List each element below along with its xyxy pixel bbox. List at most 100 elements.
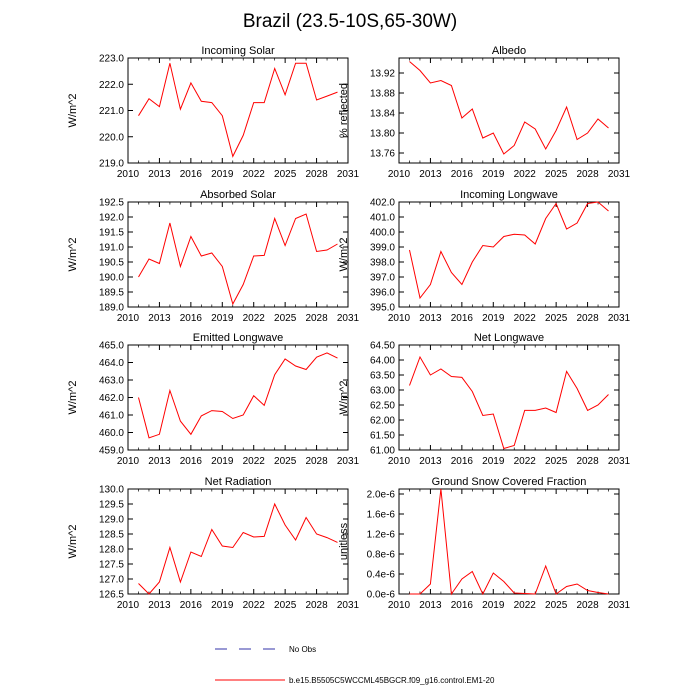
data-point — [566, 586, 567, 587]
x-tick-label: 2016 — [180, 313, 203, 324]
plot-frame — [127, 488, 349, 595]
x-tick-label: 2016 — [180, 456, 203, 467]
legend: No Obs b.e15.B5505C5WCCML45BGCR.f09_g16.… — [215, 645, 495, 685]
x-tick-label: 2022 — [514, 313, 537, 324]
y-tick-label: 62.50 — [370, 401, 395, 412]
y-tick-label: 459.0 — [99, 446, 124, 457]
data-point — [326, 352, 327, 353]
data-point — [430, 284, 431, 285]
data-point — [451, 593, 452, 594]
data-point — [316, 251, 317, 252]
data-point — [409, 249, 410, 250]
x-tick-label: 2013 — [419, 169, 442, 180]
data-point — [535, 410, 536, 411]
data-point — [159, 263, 160, 264]
y-tick-label: 64.00 — [370, 356, 395, 367]
data-point — [180, 266, 181, 267]
y-tick-label: 189.5 — [99, 288, 124, 299]
data-point — [285, 358, 286, 359]
series-line — [409, 488, 609, 596]
y-tick-label: 192.0 — [99, 213, 124, 224]
y-tick-label: 190.0 — [99, 273, 124, 284]
data-point — [211, 410, 212, 411]
data-point — [451, 376, 452, 377]
data-point — [148, 437, 149, 438]
y-tick-label: 465.0 — [99, 341, 124, 352]
data-point — [576, 222, 577, 223]
data-point — [514, 234, 515, 235]
y-tick-label: 398.0 — [370, 258, 395, 269]
data-point — [597, 592, 598, 593]
y-tick-label: 127.5 — [99, 560, 124, 571]
data-point — [295, 63, 296, 64]
x-tick-label: 2010 — [388, 313, 411, 324]
data-point — [440, 488, 441, 489]
series-line — [138, 213, 338, 306]
data-point — [316, 357, 317, 358]
data-point — [503, 448, 504, 449]
x-tick-label: 2025 — [545, 600, 568, 611]
series-line — [409, 61, 609, 155]
data-point — [419, 356, 420, 357]
panel-title: Emitted Longwave — [193, 332, 284, 344]
series-line — [138, 352, 338, 439]
data-point — [190, 82, 191, 83]
data-point — [211, 102, 212, 103]
y-tick-label: 0.8e-6 — [367, 550, 396, 561]
data-point — [503, 153, 504, 154]
x-tick-label: 2031 — [337, 456, 360, 467]
data-point — [440, 251, 441, 252]
data-point — [138, 115, 139, 116]
data-point — [264, 536, 265, 537]
x-tick-label: 2028 — [305, 313, 328, 324]
data-point — [608, 593, 609, 594]
plot-frame — [127, 201, 349, 308]
data-point — [305, 63, 306, 64]
x-tick-label: 2019 — [211, 456, 234, 467]
panel-net-longwave: Net Longwave W/m^2 2010 2013 2016 2019 2022 202… — [338, 332, 631, 467]
y-tick-label: 128.0 — [99, 545, 124, 556]
y-tick-label: 395.0 — [370, 303, 395, 314]
y-tick-label: 129.0 — [99, 515, 124, 526]
x-tick-label: 2016 — [180, 600, 203, 611]
y-tick-label: 192.5 — [99, 198, 124, 209]
data-point — [326, 95, 327, 96]
panel-title: Incoming Longwave — [460, 189, 558, 201]
y-tick-label: 62.00 — [370, 416, 395, 427]
data-point — [232, 418, 233, 419]
data-point — [597, 201, 598, 202]
x-tick-label: 2028 — [576, 600, 599, 611]
x-tick-label: 2019 — [482, 600, 505, 611]
x-tick-label: 2025 — [274, 169, 297, 180]
x-tick-label: 2016 — [180, 169, 203, 180]
x-tick-label: 2013 — [419, 600, 442, 611]
legend-model-label: b.e15.B5505C5WCCML45BGCR.f09_g16.control… — [289, 676, 495, 685]
x-tick-label: 2013 — [148, 169, 171, 180]
data-point — [243, 532, 244, 533]
y-tick-label: 13.88 — [370, 89, 395, 100]
panel-title: Ground Snow Covered Fraction — [432, 476, 587, 488]
y-tick-label: 13.84 — [370, 109, 395, 120]
panel-albedo: Albedo % reflected 2010 2013 2016 2019 2022 202… — [338, 45, 631, 180]
data-point — [295, 218, 296, 219]
data-point — [545, 565, 546, 566]
data-point — [222, 545, 223, 546]
data-point — [514, 145, 515, 146]
data-point — [524, 593, 525, 594]
data-point — [524, 121, 525, 122]
data-point — [169, 547, 170, 548]
data-point — [180, 421, 181, 422]
data-point — [440, 368, 441, 369]
panel-title: Albedo — [492, 45, 526, 57]
panel-net-radiation: Net Radiation W/m^2 2010 2013 2016 2019 2022 20… — [67, 476, 360, 611]
data-point — [430, 82, 431, 83]
data-point — [274, 374, 275, 375]
data-point — [430, 583, 431, 584]
data-point — [274, 218, 275, 219]
y-tick-label: 63.50 — [370, 371, 395, 382]
x-tick-label: 2019 — [482, 169, 505, 180]
y-tick-label: 130.0 — [99, 485, 124, 496]
y-tick-label: 63.00 — [370, 386, 395, 397]
data-point — [419, 70, 420, 71]
